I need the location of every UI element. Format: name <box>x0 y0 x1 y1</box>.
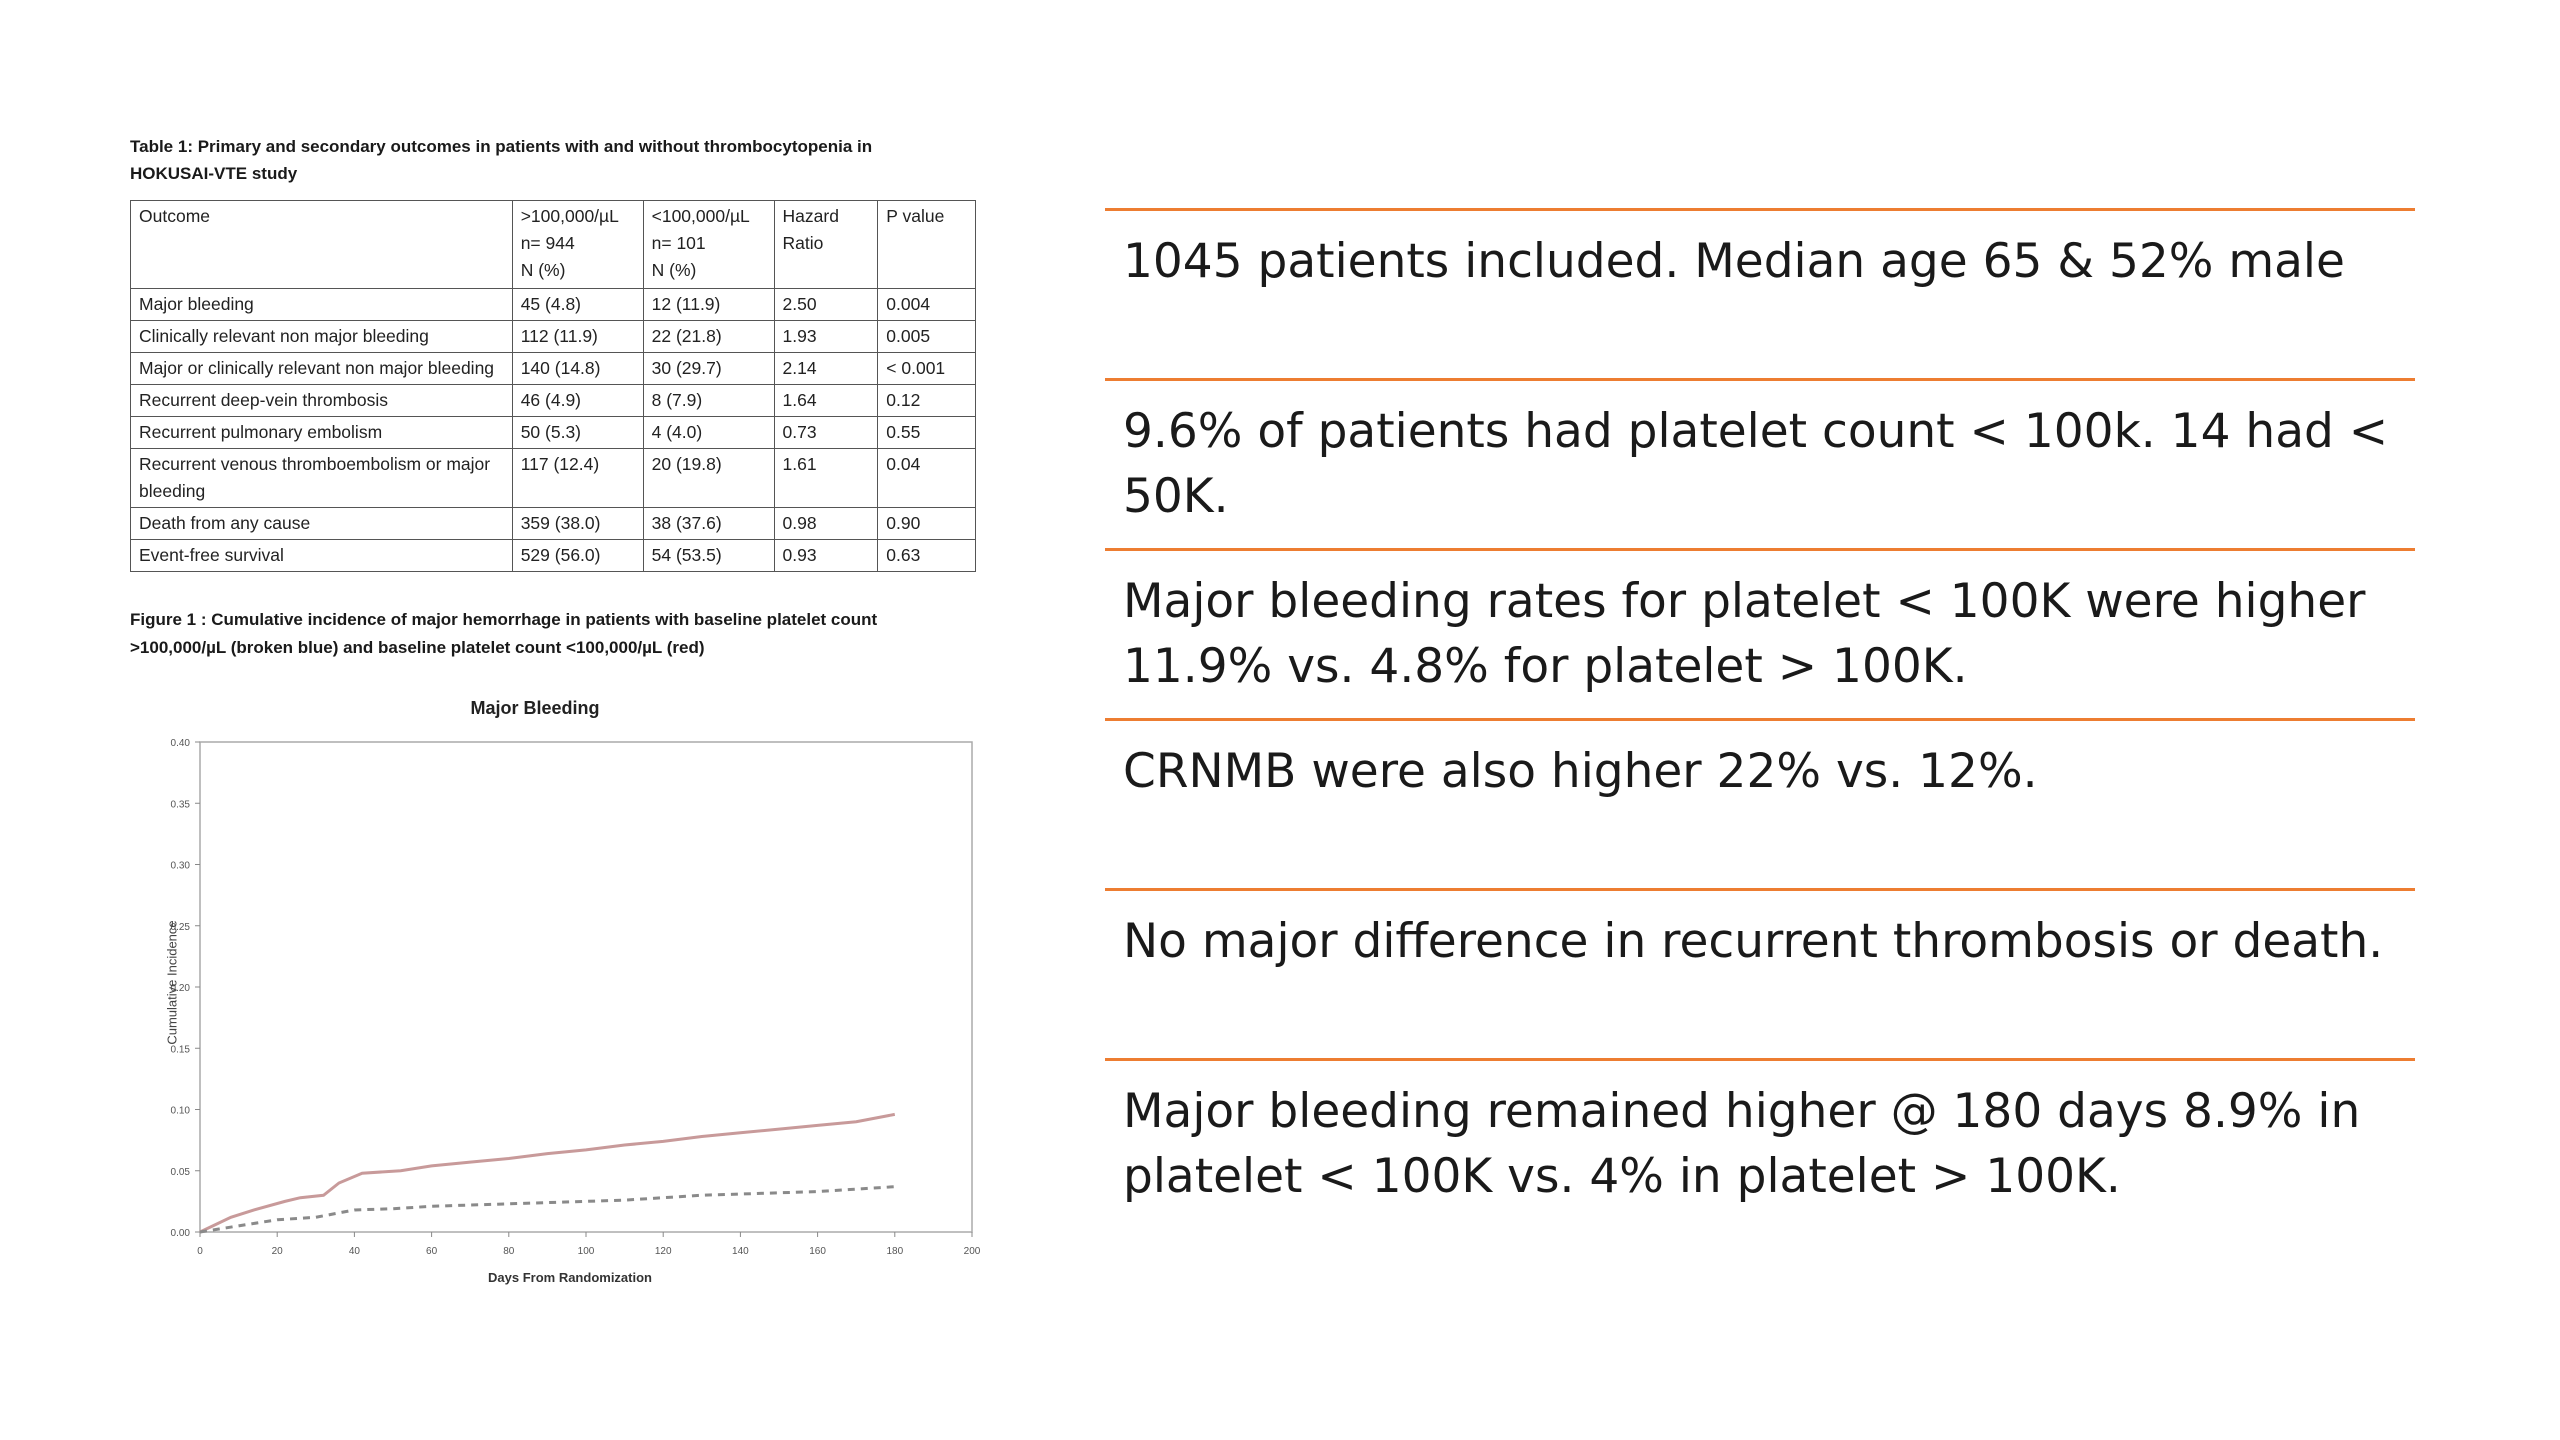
value-cell: 0.98 <box>773 507 879 540</box>
y-tick-label: 0.25 <box>171 922 191 933</box>
value-cell: 8 (7.9) <box>642 384 775 417</box>
table-row: Clinically relevant non major bleeding 11… <box>130 320 976 353</box>
major-bleeding-chart: Major Bleeding 0.00 0.05 0.10 0.15 0.20 0.25 0… <box>130 690 990 1300</box>
value-cell: 0.55 <box>877 416 976 449</box>
outcome-cell: Major bleeding <box>130 288 513 321</box>
value-cell: 0.90 <box>877 507 976 540</box>
outcome-cell: Recurrent deep-vein thrombosis <box>130 384 513 417</box>
value-cell: 4 (4.0) <box>642 416 775 449</box>
outcome-cell: Recurrent pulmonary embolism <box>130 416 513 449</box>
x-tick-label: 60 <box>426 1246 438 1257</box>
key-findings: 1045 patients included. Median age 65 & … <box>1105 208 2415 1228</box>
y-tick-label: 0.00 <box>171 1228 191 1239</box>
value-cell: 359 (38.0) <box>511 507 644 540</box>
y-tick-label: 0.05 <box>171 1167 191 1178</box>
x-axis-label: Days From Randomization <box>488 1270 652 1285</box>
value-cell: 45 (4.8) <box>511 288 644 321</box>
value-cell: 30 (29.7) <box>642 352 775 385</box>
chart-canvas: 0.00 0.05 0.10 0.15 0.20 0.25 0.30 0.35 0.40 0 20 4… <box>171 738 981 1257</box>
y-tick-label: 0.40 <box>171 738 191 749</box>
y-axis-label: Cumulative Incidence <box>164 920 180 1045</box>
y-tick-label: 0.15 <box>171 1044 191 1055</box>
value-cell: < 0.001 <box>877 352 976 385</box>
value-cell: 1.64 <box>773 384 879 417</box>
y-tick-label: 0.30 <box>171 861 191 872</box>
table-row: Recurrent venous thromboembolism or majo… <box>130 448 976 508</box>
table-row: Major or clinically relevant non major b… <box>130 352 976 385</box>
x-tick-label: 180 <box>886 1246 903 1257</box>
header-outcome: Outcome <box>130 200 513 289</box>
chart-title: Major Bleeding <box>470 698 600 718</box>
value-cell: 0.004 <box>877 288 976 321</box>
outcome-cell: Clinically relevant non major bleeding <box>130 320 513 353</box>
value-cell: 0.93 <box>773 539 879 572</box>
value-cell: 38 (37.6) <box>642 507 775 540</box>
value-cell: 112 (11.9) <box>511 320 644 353</box>
plot-frame <box>199 741 973 1233</box>
outcome-cell: Major or clinically relevant non major b… <box>130 352 513 385</box>
finding-2: 9.6% of patients had platelet count < 10… <box>1105 378 2415 548</box>
value-cell: 2.14 <box>773 352 879 385</box>
outcome-cell: Death from any cause <box>130 507 513 540</box>
series-line-low-platelet <box>199 1112 896 1234</box>
finding-6: Major bleeding remained higher @ 180 day… <box>1105 1058 2415 1228</box>
value-cell: 140 (14.8) <box>511 352 644 385</box>
table-row: Recurrent pulmonary embolism 50 (5.3) 4 (4… <box>130 416 976 449</box>
header-lt100k: <100,000/µL n= 101 N (%) <box>642 200 775 289</box>
value-cell: 54 (53.5) <box>642 539 775 572</box>
header-p-value: P value <box>877 200 976 289</box>
header-hazard-ratio: Hazard Ratio <box>773 200 879 289</box>
figure-caption: Figure 1 : Cumulative incidence of major… <box>130 610 878 657</box>
x-tick-label: 20 <box>272 1246 284 1257</box>
value-cell: 0.12 <box>877 384 976 417</box>
y-tick-label: 0.20 <box>171 983 191 994</box>
x-tick-label: 120 <box>655 1246 672 1257</box>
value-cell: 1.61 <box>773 448 879 508</box>
finding-3: Major bleeding rates for platelet < 100K… <box>1105 548 2415 718</box>
value-cell: 2.50 <box>773 288 879 321</box>
header-gt100k: >100,000/µL n= 944 N (%) <box>511 200 644 289</box>
y-tick-label: 0.35 <box>171 799 191 810</box>
outcome-cell: Event-free survival <box>130 539 513 572</box>
value-cell: 20 (19.8) <box>642 448 775 508</box>
y-tick-label: 0.10 <box>171 1106 191 1117</box>
value-cell: 117 (12.4) <box>511 448 644 508</box>
finding-4: CRNMB were also higher 22% vs. 12%. <box>1105 718 2415 888</box>
value-cell: 0.04 <box>877 448 976 508</box>
x-tick-label: 0 <box>197 1246 203 1257</box>
x-tick-label: 200 <box>964 1246 981 1257</box>
table-caption: Table 1: Primary and secondary outcomes … <box>130 137 873 183</box>
x-tick-label: 140 <box>732 1246 749 1257</box>
value-cell: 0.63 <box>877 539 976 572</box>
outcomes-table: Outcome >100,000/µL n= 944 N (%) <100,00… <box>130 200 976 572</box>
value-cell: 50 (5.3) <box>511 416 644 449</box>
table-row: Major bleeding 45 (4.8) 12 (11.9) 2.50 0.004 <box>130 288 976 321</box>
value-cell: 22 (21.8) <box>642 320 775 353</box>
table-row: Event-free survival 529 (56.0) 54 (53.5) 0.… <box>130 539 976 572</box>
series-line-high-platelet <box>199 1185 895 1234</box>
value-cell: 12 (11.9) <box>642 288 775 321</box>
x-tick-label: 160 <box>809 1246 826 1257</box>
finding-5: No major difference in recurrent thrombo… <box>1105 888 2415 1058</box>
x-tick-label: 40 <box>349 1246 361 1257</box>
table-row: Recurrent deep-vein thrombosis 46 (4.9) 8 … <box>130 384 976 417</box>
finding-1: 1045 patients included. Median age 65 & … <box>1105 208 2415 378</box>
value-cell: 0.73 <box>773 416 879 449</box>
outcome-cell: Recurrent venous thromboembolism or majo… <box>130 448 513 508</box>
x-tick-label: 80 <box>503 1246 515 1257</box>
table-row: Death from any cause 359 (38.0) 38 (37.6) 0… <box>130 507 976 540</box>
value-cell: 46 (4.9) <box>511 384 644 417</box>
value-cell: 0.005 <box>877 320 976 353</box>
x-tick-label: 100 <box>578 1246 595 1257</box>
table-header-row: Outcome >100,000/µL n= 944 N (%) <100,00… <box>130 200 976 289</box>
value-cell: 529 (56.0) <box>511 539 644 572</box>
value-cell: 1.93 <box>773 320 879 353</box>
